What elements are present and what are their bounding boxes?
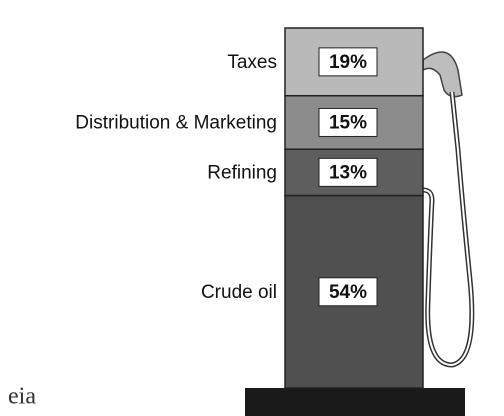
value-label: 54% bbox=[329, 282, 367, 303]
value-label: 13% bbox=[329, 162, 367, 183]
pump-base bbox=[245, 388, 465, 416]
chart: eia 54% Crude oil 13% Refining 15% Distributi… bbox=[0, 0, 504, 416]
category-label: Refining bbox=[207, 162, 277, 183]
nozzle bbox=[423, 52, 462, 97]
category-label: Taxes bbox=[227, 52, 277, 73]
category-label: Crude oil bbox=[201, 282, 277, 303]
value-label: 19% bbox=[329, 52, 367, 73]
category-label: Distribution & Marketing bbox=[75, 112, 277, 133]
value-label: 15% bbox=[329, 112, 367, 133]
logo: eia bbox=[8, 384, 36, 410]
